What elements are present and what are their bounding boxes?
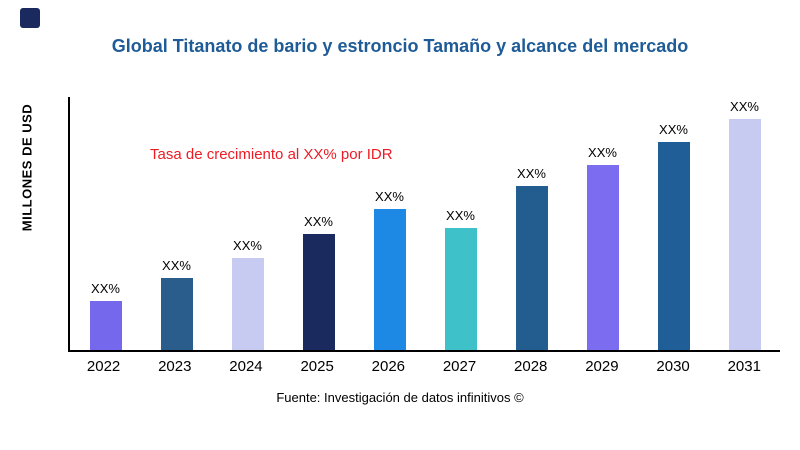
bar [586,165,619,350]
bar-value-label: XX% [659,122,688,137]
x-tick-label: 2028 [514,358,548,375]
bar-value-label: XX% [233,238,262,253]
x-tick-label: 2025 [300,358,334,375]
bar-column: XX% [147,258,207,350]
bar-value-label: XX% [162,258,191,273]
bar-column: XX% [573,145,633,350]
x-axis-ticks: 2022 2023 2024 2025 2026 2027 2028 2029 2030 2031 [68,358,780,375]
bar-column: XX% [76,281,136,350]
brand-logo [20,8,40,28]
bar-value-label: XX% [446,208,475,223]
bar-column: XX% [644,122,704,350]
source-footer: Fuente: Investigación de datos infinitiv… [276,390,524,405]
bar [231,258,264,350]
bar-column: XX% [289,214,349,350]
bar-column: XX% [431,208,491,350]
x-tick-label: 2023 [158,358,192,375]
growth-rate-annotation: Tasa de crecimiento al XX% por IDR [150,146,393,163]
x-tick-label: 2030 [656,358,690,375]
bar-column: XX% [218,238,278,350]
bar-column: XX% [715,99,775,350]
bar [515,186,548,350]
bar [89,301,122,350]
x-tick-label: 2031 [727,358,761,375]
plot-area: XX% XX% XX% XX% XX% XX% XX% XX% XX% XX% [68,97,780,352]
y-axis-label: MILLONES DE USD [19,103,35,232]
x-tick-label: 2022 [86,358,121,375]
bar [373,209,406,350]
bar-value-label: XX% [517,166,546,181]
bar-value-label: XX% [91,281,120,296]
bar-value-label: XX% [730,99,759,114]
x-tick-label: 2026 [371,358,406,375]
bar-value-label: XX% [304,214,333,229]
bar-series: XX% XX% XX% XX% XX% XX% XX% XX% XX% XX% [70,97,780,350]
bar [728,119,761,350]
bar [160,278,193,350]
x-tick-label: 2027 [442,358,477,375]
bar [302,234,335,350]
bar-column: XX% [360,189,420,350]
bar-column: XX% [502,166,562,350]
bar-value-label: XX% [588,145,617,160]
x-tick-label: 2029 [585,358,619,375]
bar [444,228,477,350]
bar-value-label: XX% [375,189,404,204]
x-tick-label: 2024 [229,358,263,375]
chart-title: Global Titanato de bario y estroncio Tam… [111,36,689,56]
bar [657,142,690,350]
